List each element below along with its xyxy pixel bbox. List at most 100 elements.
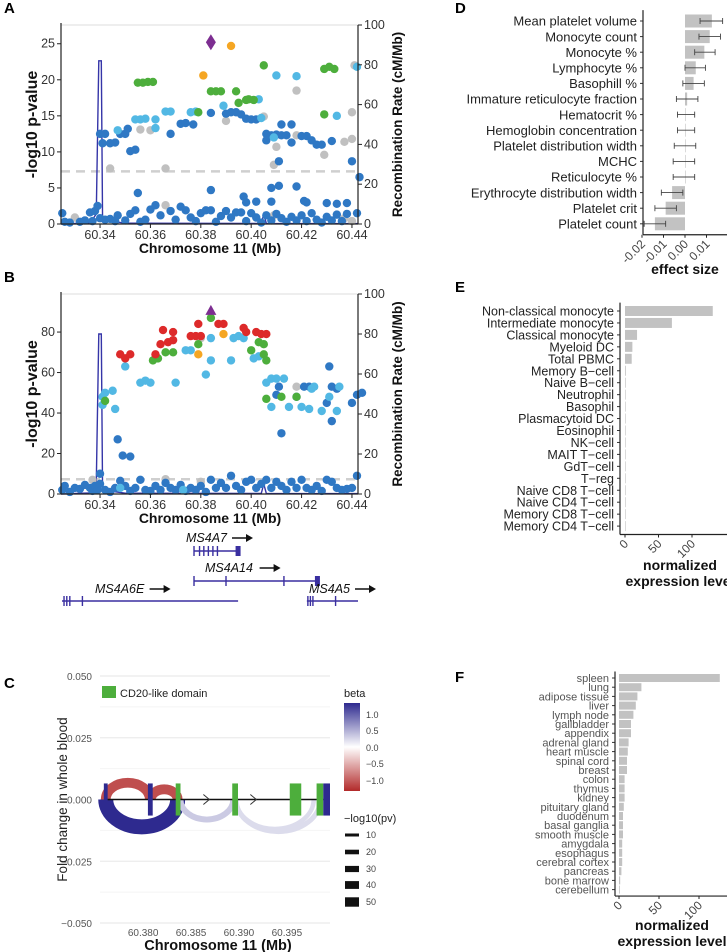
- snp-point-blue: [181, 118, 190, 128]
- gene-ms4a5: MS4A5: [306, 582, 376, 606]
- snp-point-lightblue: [226, 356, 236, 365]
- x-tick-label: 60.38: [185, 228, 216, 242]
- x-axis-title: expression level: [618, 933, 727, 949]
- snp-point-lightblue: [166, 107, 175, 116]
- snp-point-blue: [327, 477, 337, 487]
- beta-legend-label: 0.5: [366, 726, 379, 736]
- category-label: Naive CD4 T−cell: [517, 496, 614, 510]
- pv-legend-label: 20: [366, 847, 376, 857]
- category-label: appendix: [564, 728, 609, 740]
- bar-row: Reticulocyte %: [551, 170, 696, 185]
- y2-tick-label: 20: [364, 447, 378, 461]
- bar-row: Mean platelet volume: [513, 14, 724, 29]
- snp-point-blue: [277, 120, 286, 129]
- snp-point-grey: [347, 108, 357, 117]
- bar: [619, 784, 625, 793]
- category-label: pituitary gland: [541, 802, 610, 814]
- pv-legend-swatch: [345, 849, 359, 855]
- snp-point-lightblue: [325, 392, 334, 402]
- x-axis-title: Chromosome 11 (Mb): [139, 510, 281, 526]
- category-label: liver: [589, 701, 610, 713]
- category-label: Monocyte count: [545, 29, 637, 44]
- gene-label: MS4A14: [205, 561, 253, 575]
- category-label: Platelet count: [558, 216, 637, 231]
- snp-point-green: [234, 98, 243, 108]
- y2-tick-label: 40: [364, 407, 378, 421]
- y2-axis-title: Recombination Rate (cM/Mb): [390, 32, 405, 217]
- snp-point-grey: [292, 382, 301, 391]
- snp-point-blue: [95, 469, 105, 478]
- snp-point-blue: [156, 485, 165, 495]
- snp-point-blue: [327, 416, 337, 426]
- bar: [625, 425, 626, 436]
- snp-point-green: [249, 95, 258, 105]
- snp-point-red: [196, 331, 206, 341]
- category-label: amygdala: [561, 839, 610, 851]
- category-label: Memory B−cell: [531, 364, 614, 378]
- snp-point-lightblue: [332, 111, 342, 121]
- category-label: Eosinophil: [556, 424, 614, 438]
- y-tick-label: 15: [41, 109, 55, 123]
- arrowhead-icon: [246, 534, 253, 542]
- panel-label: D: [455, 0, 466, 17]
- category-label: breast: [578, 765, 609, 777]
- snp-point-lightblue: [141, 114, 150, 123]
- snp-point-blue: [302, 198, 311, 207]
- y2-tick-label: 40: [364, 137, 378, 151]
- snp-point-red: [168, 335, 178, 345]
- snp-point-blue: [126, 452, 135, 461]
- category-label: adrenal gland: [542, 737, 609, 749]
- splice-junction-arc: [233, 799, 323, 835]
- snp-point-blue: [317, 486, 326, 496]
- snp-point-lightblue: [108, 386, 117, 395]
- bar-row: Basophill %: [569, 76, 705, 91]
- snp-point-blue: [201, 487, 211, 497]
- y2-axis-title: Recombination Rate (cM/Mb): [390, 301, 405, 486]
- y2-tick-label: 100: [364, 18, 385, 32]
- y2-tick-label: 80: [364, 327, 378, 341]
- bar: [619, 729, 631, 738]
- snp-point-grey: [161, 164, 170, 173]
- x-tick-label: 60.395: [272, 928, 303, 939]
- bar: [685, 30, 710, 44]
- gene-ms4a7: MS4A7: [186, 531, 253, 556]
- splice-junction-arc: [98, 798, 186, 835]
- snp-point-blue: [332, 199, 342, 209]
- x-tick-label: 0.00: [665, 237, 692, 264]
- snp-point-green: [168, 348, 178, 357]
- snp-point-grey: [221, 116, 231, 126]
- bar: [619, 793, 625, 802]
- arrowhead-icon: [163, 585, 171, 593]
- snp-point-blue: [241, 198, 251, 207]
- snp-point-lightblue: [335, 382, 344, 391]
- category-label: Classical monocyte: [506, 328, 614, 342]
- bar: [625, 473, 626, 484]
- exon-block: [323, 783, 330, 816]
- x-axis-title: normalized: [643, 557, 717, 573]
- arrowhead-icon: [273, 564, 281, 572]
- bar: [619, 802, 624, 811]
- snp-point-lightblue: [272, 71, 281, 80]
- bar: [625, 389, 626, 400]
- category-label: Naive B−cell: [544, 376, 614, 390]
- category-label: adipose tissue: [539, 691, 609, 703]
- bar: [619, 885, 620, 894]
- snp-point-lightblue: [272, 374, 281, 383]
- snp-point-green: [216, 87, 226, 96]
- bar-row: Platelet distribution width: [493, 138, 697, 153]
- category-label: Monocyte %: [565, 45, 637, 60]
- x-tick-label: 60.38: [185, 498, 216, 512]
- exon-block: [314, 576, 320, 586]
- bar: [625, 521, 626, 532]
- x-tick-label: 60.40: [236, 498, 267, 512]
- snp-point-blue: [352, 208, 362, 218]
- category-label: Hematocrit %: [559, 107, 637, 122]
- snp-point-lightblue: [113, 126, 122, 135]
- snp-point-blue: [123, 124, 132, 134]
- bar: [625, 317, 672, 328]
- snp-point-blue: [88, 216, 97, 226]
- snp-point-green: [259, 340, 268, 349]
- category-label: lung: [588, 682, 609, 694]
